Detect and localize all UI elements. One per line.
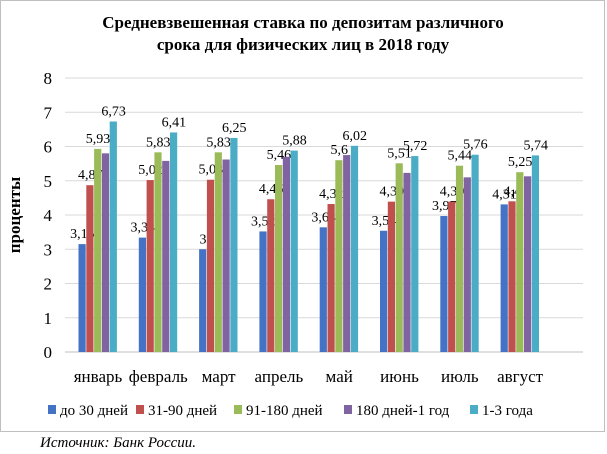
data-label: 5,74 xyxy=(523,138,548,153)
data-label: 3 xyxy=(200,232,207,247)
bar-31-90-дней-апрель xyxy=(267,199,275,352)
bar-91-180-дней-февраль xyxy=(154,152,162,352)
x-tick-label: апрель xyxy=(255,367,304,386)
bar-1-3-года-март xyxy=(230,137,238,352)
data-label: 5,72 xyxy=(403,139,428,154)
bar-1-3-года-июль xyxy=(471,154,479,352)
bar-1-3-года-февраль xyxy=(170,132,178,352)
x-tick-label: май xyxy=(326,367,353,386)
y-tick-label: 4 xyxy=(44,206,53,225)
bar-91-180-дней-январь xyxy=(94,148,102,352)
bar-91-180-дней-июль xyxy=(455,165,464,352)
bar-1-3-года-январь xyxy=(109,121,117,352)
data-label: 5,83 xyxy=(206,135,231,150)
legend-swatch xyxy=(48,405,56,414)
data-label: 5,88 xyxy=(282,134,307,149)
x-tick-label: август xyxy=(497,367,544,386)
bar-31-90-дней-март xyxy=(206,179,215,352)
bar-1-3-года-июнь xyxy=(411,156,419,352)
bar-180-дней-1-год-февраль xyxy=(162,160,170,352)
bar-180-дней-1-год-апрель xyxy=(282,156,290,352)
bar-31-90-дней-июнь xyxy=(387,201,395,352)
bar-до-30-дней-январь xyxy=(78,244,86,352)
source-note: Источник: Банк России. xyxy=(40,435,197,451)
bar-до-30-дней-август xyxy=(500,204,508,352)
bar-до-30-дней-март xyxy=(199,249,207,352)
bar-31-90-дней-август xyxy=(508,201,516,352)
data-label: 5,51 xyxy=(387,146,412,161)
y-tick-label: 7 xyxy=(44,103,53,122)
bar-180-дней-1-год-июль xyxy=(463,177,471,352)
legend-label: 91-180 дней xyxy=(246,403,323,419)
data-label: 6,02 xyxy=(343,129,368,144)
bar-до-30-дней-февраль xyxy=(138,237,146,352)
legend-label: до 30 дней xyxy=(60,403,128,419)
bar-31-90-дней-май xyxy=(327,204,335,352)
bar-до-30-дней-май xyxy=(319,227,327,352)
y-tick-label: 6 xyxy=(44,138,53,157)
chart-title-line: Средневзвешенная ставка по депозитам раз… xyxy=(102,13,504,32)
y-tick-label: 0 xyxy=(44,343,53,362)
x-tick-label: июнь xyxy=(380,367,419,386)
legend-label: 31-90 дней xyxy=(148,403,217,419)
data-label: 5,93 xyxy=(86,132,111,147)
data-label: 4,31 xyxy=(492,187,517,202)
bar-1-3-года-апрель xyxy=(290,150,298,352)
data-label: 6,41 xyxy=(162,115,187,130)
y-tick-label: 3 xyxy=(44,240,53,259)
legend-swatch xyxy=(344,405,352,414)
data-label: 5,44 xyxy=(448,149,473,164)
data-label: 5,25 xyxy=(508,155,533,170)
legend-swatch xyxy=(234,405,242,414)
legend-swatch xyxy=(136,405,144,414)
bar-до-30-дней-июль xyxy=(440,216,448,352)
y-tick-label: 1 xyxy=(44,309,53,328)
bar-180-дней-1-год-март xyxy=(222,159,230,352)
legend-label: 1-3 года xyxy=(482,403,533,419)
y-tick-label: 5 xyxy=(44,172,53,191)
bar-180-дней-1-год-август xyxy=(524,176,532,352)
x-tick-label: июль xyxy=(441,367,479,386)
y-tick-label: 2 xyxy=(44,275,53,294)
x-tick-label: январь xyxy=(74,367,123,386)
data-label: 6,25 xyxy=(222,121,247,136)
x-tick-label: февраль xyxy=(129,367,188,386)
bar-91-180-дней-май xyxy=(335,160,343,352)
bar-91-180-дней-июнь xyxy=(395,163,403,352)
data-label: 5,83 xyxy=(146,135,171,150)
x-tick-label: март xyxy=(202,367,236,386)
bar-31-90-дней-июль xyxy=(448,201,456,352)
legend-swatch xyxy=(470,405,478,414)
bar-до-30-дней-июнь xyxy=(380,230,388,352)
bar-91-180-дней-август xyxy=(516,172,524,352)
y-axis-title: проценты xyxy=(5,177,24,254)
chart-title-line: срока для физических лиц в 2018 году xyxy=(157,35,450,54)
chart-svg: Средневзвешенная ставка по депозитам раз… xyxy=(5,13,583,419)
bar-91-180-дней-март xyxy=(214,152,222,352)
bar-1-3-года-май xyxy=(350,145,359,352)
bar-180-дней-1-год-май xyxy=(343,155,351,352)
bar-91-180-дней-апрель xyxy=(275,164,283,352)
bar-180-дней-1-год-июнь xyxy=(403,172,411,352)
bar-31-90-дней-январь xyxy=(86,185,94,352)
bar-31-90-дней-февраль xyxy=(146,180,154,352)
y-tick-label: 8 xyxy=(44,69,53,88)
data-label: 5,6 xyxy=(330,143,348,158)
bar-1-3-года-август xyxy=(531,155,539,352)
bar-180-дней-1-год-январь xyxy=(101,153,110,352)
bar-до-30-дней-апрель xyxy=(259,231,267,352)
data-label: 6,73 xyxy=(101,104,126,119)
legend-label: 180 дней-1 год xyxy=(356,403,450,419)
data-label: 5,76 xyxy=(463,138,488,153)
